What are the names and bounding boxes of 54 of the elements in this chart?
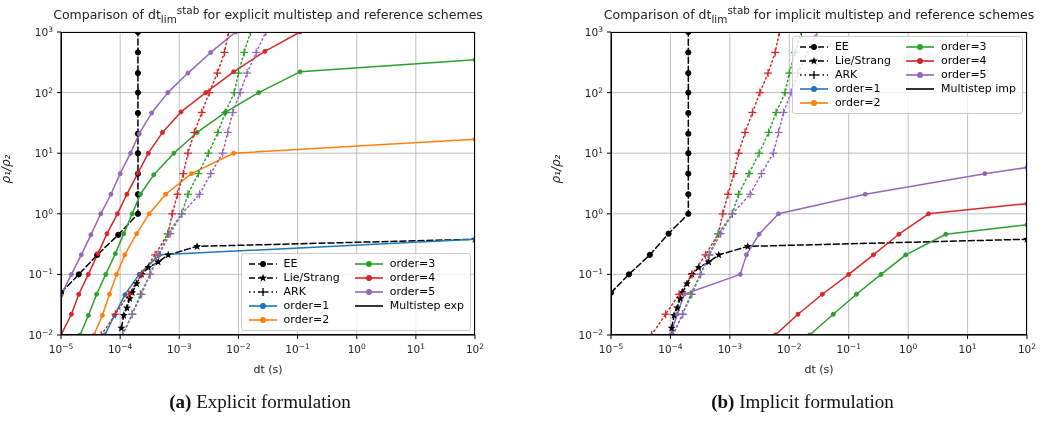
legend-label: Lie/Strang xyxy=(834,54,892,68)
legend-label: order=3 xyxy=(389,257,436,271)
x-tick-label: 10$^{−5}$ xyxy=(48,341,74,355)
x-tick-label: 10$^{−3}$ xyxy=(167,341,192,355)
legend-label: order=2 xyxy=(283,313,330,327)
x-tick-label: 10$^{−1}$ xyxy=(285,341,311,355)
y-tick-label: 10$^{0}$ xyxy=(584,206,604,220)
legend-label: order=1 xyxy=(283,299,330,313)
x-tick-label: 10$^{−1}$ xyxy=(836,341,862,355)
text: (b) Implicit formulation xyxy=(710,390,895,414)
chart-title: Comparison of dt$_{lim}$$^{stab}$ for explicit multistep and reference schemes xyxy=(53,4,483,25)
x-tick-label: 10$^{−4}$ xyxy=(658,341,683,355)
y-tick-label: 10$^{3}$ xyxy=(34,24,54,38)
y-tick-label: 10$^{−2}$ xyxy=(578,327,604,341)
y-tick-label: 10$^{2}$ xyxy=(34,85,54,99)
legend-label: Multistep imp xyxy=(941,82,1016,96)
y-tick-label: 10$^{−2}$ xyxy=(28,327,54,341)
y-axis-title: ρ₁/ρ₂ xyxy=(0,154,14,184)
x-tick-label: 10$^{0}$ xyxy=(899,341,918,355)
legend-label: EE xyxy=(834,40,849,54)
x-tick-label: 10$^{−5}$ xyxy=(598,341,624,355)
legend-label: order=5 xyxy=(941,68,987,82)
y-tick-label: 10$^{1}$ xyxy=(34,145,54,160)
x-tick-label: 10$^{1}$ xyxy=(406,341,426,355)
x-axis-title: dt (s) xyxy=(804,363,834,376)
x-tick-label: 10$^{−2}$ xyxy=(226,341,251,355)
legend-label: order=5 xyxy=(389,285,436,299)
y-tick-label: 10$^{0}$ xyxy=(34,206,54,220)
y-tick-label: 10$^{3}$ xyxy=(584,24,604,38)
legend-label: order=4 xyxy=(389,271,436,285)
legend-label: order=4 xyxy=(941,54,987,68)
y-tick-label: 10$^{−1}$ xyxy=(28,266,54,281)
x-tick-label: 10$^{0}$ xyxy=(347,341,367,355)
y-tick-label: 10$^{2}$ xyxy=(584,85,604,99)
text: (a) Explicit formulation xyxy=(168,390,352,414)
legend-label: order=3 xyxy=(941,40,987,54)
x-tick-label: 10$^{−2}$ xyxy=(777,341,802,355)
legend-label: EE xyxy=(283,257,298,271)
legend-label: Multistep exp xyxy=(389,299,464,313)
x-tick-label: 10$^{2}$ xyxy=(1017,341,1037,355)
x-tick-label: 10$^{−4}$ xyxy=(107,341,133,355)
x-tick-label: 10$^{2}$ xyxy=(465,341,485,355)
x-axis-title: dt (s) xyxy=(253,363,283,376)
y-axis-title: ρ₁/ρ₂ xyxy=(549,154,564,184)
legend-label: Lie/Strang xyxy=(283,271,340,285)
x-tick-label: 10$^{−3}$ xyxy=(717,341,743,355)
y-tick-label: 10$^{−1}$ xyxy=(578,266,604,281)
legend-label: ARK xyxy=(283,285,306,299)
x-tick-label: 10$^{1}$ xyxy=(958,341,977,355)
legend-label: order=2 xyxy=(834,96,881,110)
chart-title: Comparison of dt$_{lim}$$^{stab}$ for implicit multistep and reference schemes xyxy=(603,4,1035,25)
y-tick-label: 10$^{1}$ xyxy=(584,145,604,160)
legend-label: ARK xyxy=(834,68,858,82)
legend-label: order=1 xyxy=(834,82,881,96)
